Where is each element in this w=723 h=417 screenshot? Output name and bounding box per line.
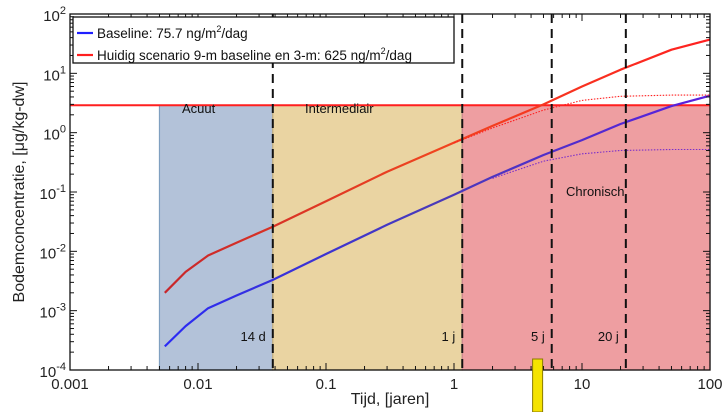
y-tick-label: 10-4 (40, 361, 66, 381)
region-label-chronisch: Chronisch (566, 184, 625, 199)
y-tick-label: 101 (43, 64, 66, 84)
legend: Baseline: 75.7 ng/m2/dag Huidig scenario … (72, 16, 455, 64)
x-axis-title: Tijd, [jaren] (351, 391, 430, 408)
region-intermediair (272, 104, 463, 371)
y-tick-label: 102 (43, 5, 66, 25)
legend-entry-1: Baseline: 75.7 ng/m2/dag (97, 24, 248, 41)
x-tick-label: 1 (450, 376, 458, 393)
y-tick-label: 100 (43, 124, 66, 144)
yellow-marker (532, 358, 544, 413)
x-tick-label: 0.01 (183, 376, 212, 393)
series-line-4 (453, 94, 710, 144)
y-tick-label: 10-1 (40, 183, 66, 203)
marker-layer (532, 358, 544, 413)
x-tick-label: 10 (574, 376, 591, 393)
vline-label: 20 j (598, 329, 619, 344)
region-label-intermediair: Intermediair (305, 101, 374, 116)
region-acuut (158, 104, 274, 371)
series-line-1 (164, 94, 711, 348)
x-tick-label: 0.1 (316, 376, 337, 393)
series-line-2 (164, 38, 711, 294)
region-chronisch (461, 104, 711, 371)
vline-label: 1 j (442, 329, 456, 344)
series-layer (164, 38, 711, 348)
legend-entry-2: Huidig scenario 9-m baseline en 3-m: 625… (97, 46, 412, 63)
x-tick-label: 0.001 (51, 376, 89, 393)
region-label-acuut: Acuut (182, 101, 216, 116)
y-axis-title: Bodemconcentratie, [μg/kg-dw] (11, 82, 28, 303)
axes-layer: 0.001 0.01 0.1 1 10 100 10-4 10-3 10-2 10-1 100 101… (11, 5, 723, 408)
series-line-3 (492, 148, 710, 179)
label-layer: 14 d 1 j 5 j 20 j Acuut Intermediair Chronisch (182, 101, 625, 344)
vline-label: 14 d (240, 329, 265, 344)
y-tick-label: 10-3 (40, 302, 66, 322)
vline-label: 5 j (531, 329, 545, 344)
y-tick-label: 10-2 (40, 242, 66, 262)
legend-box (72, 16, 455, 64)
x-tick-label: 100 (697, 376, 722, 393)
